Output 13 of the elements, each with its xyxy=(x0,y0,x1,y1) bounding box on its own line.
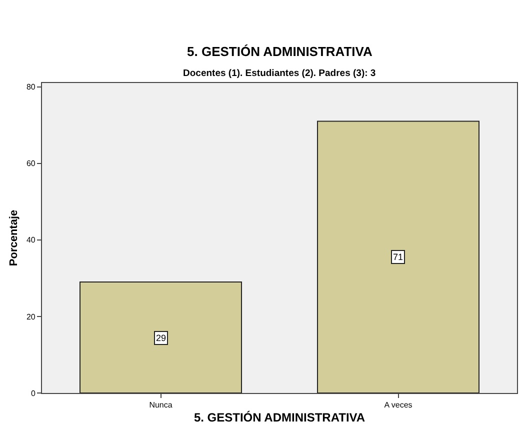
y-tick-label: 20 xyxy=(26,312,36,322)
y-axis-title: Porcentaje xyxy=(8,210,20,266)
data-label: 71 xyxy=(393,252,404,262)
data-label: 29 xyxy=(156,333,166,343)
y-tick-label: 0 xyxy=(30,388,36,398)
x-axis-title: 5. GESTIÓN ADMINISTRATIVA xyxy=(194,410,366,424)
y-tick-label: 60 xyxy=(26,159,36,168)
chart-subtitle: Docentes (1). Estudiantes (2). Padres (3): 3 xyxy=(183,68,376,79)
x-tick-label: A veces xyxy=(384,400,412,410)
y-tick-label: 80 xyxy=(26,82,36,92)
y-tick-label: 40 xyxy=(26,236,36,245)
x-tick-label: Nunca xyxy=(149,400,173,410)
chart-title: 5. GESTIÓN ADMINISTRATIVA xyxy=(187,44,373,59)
